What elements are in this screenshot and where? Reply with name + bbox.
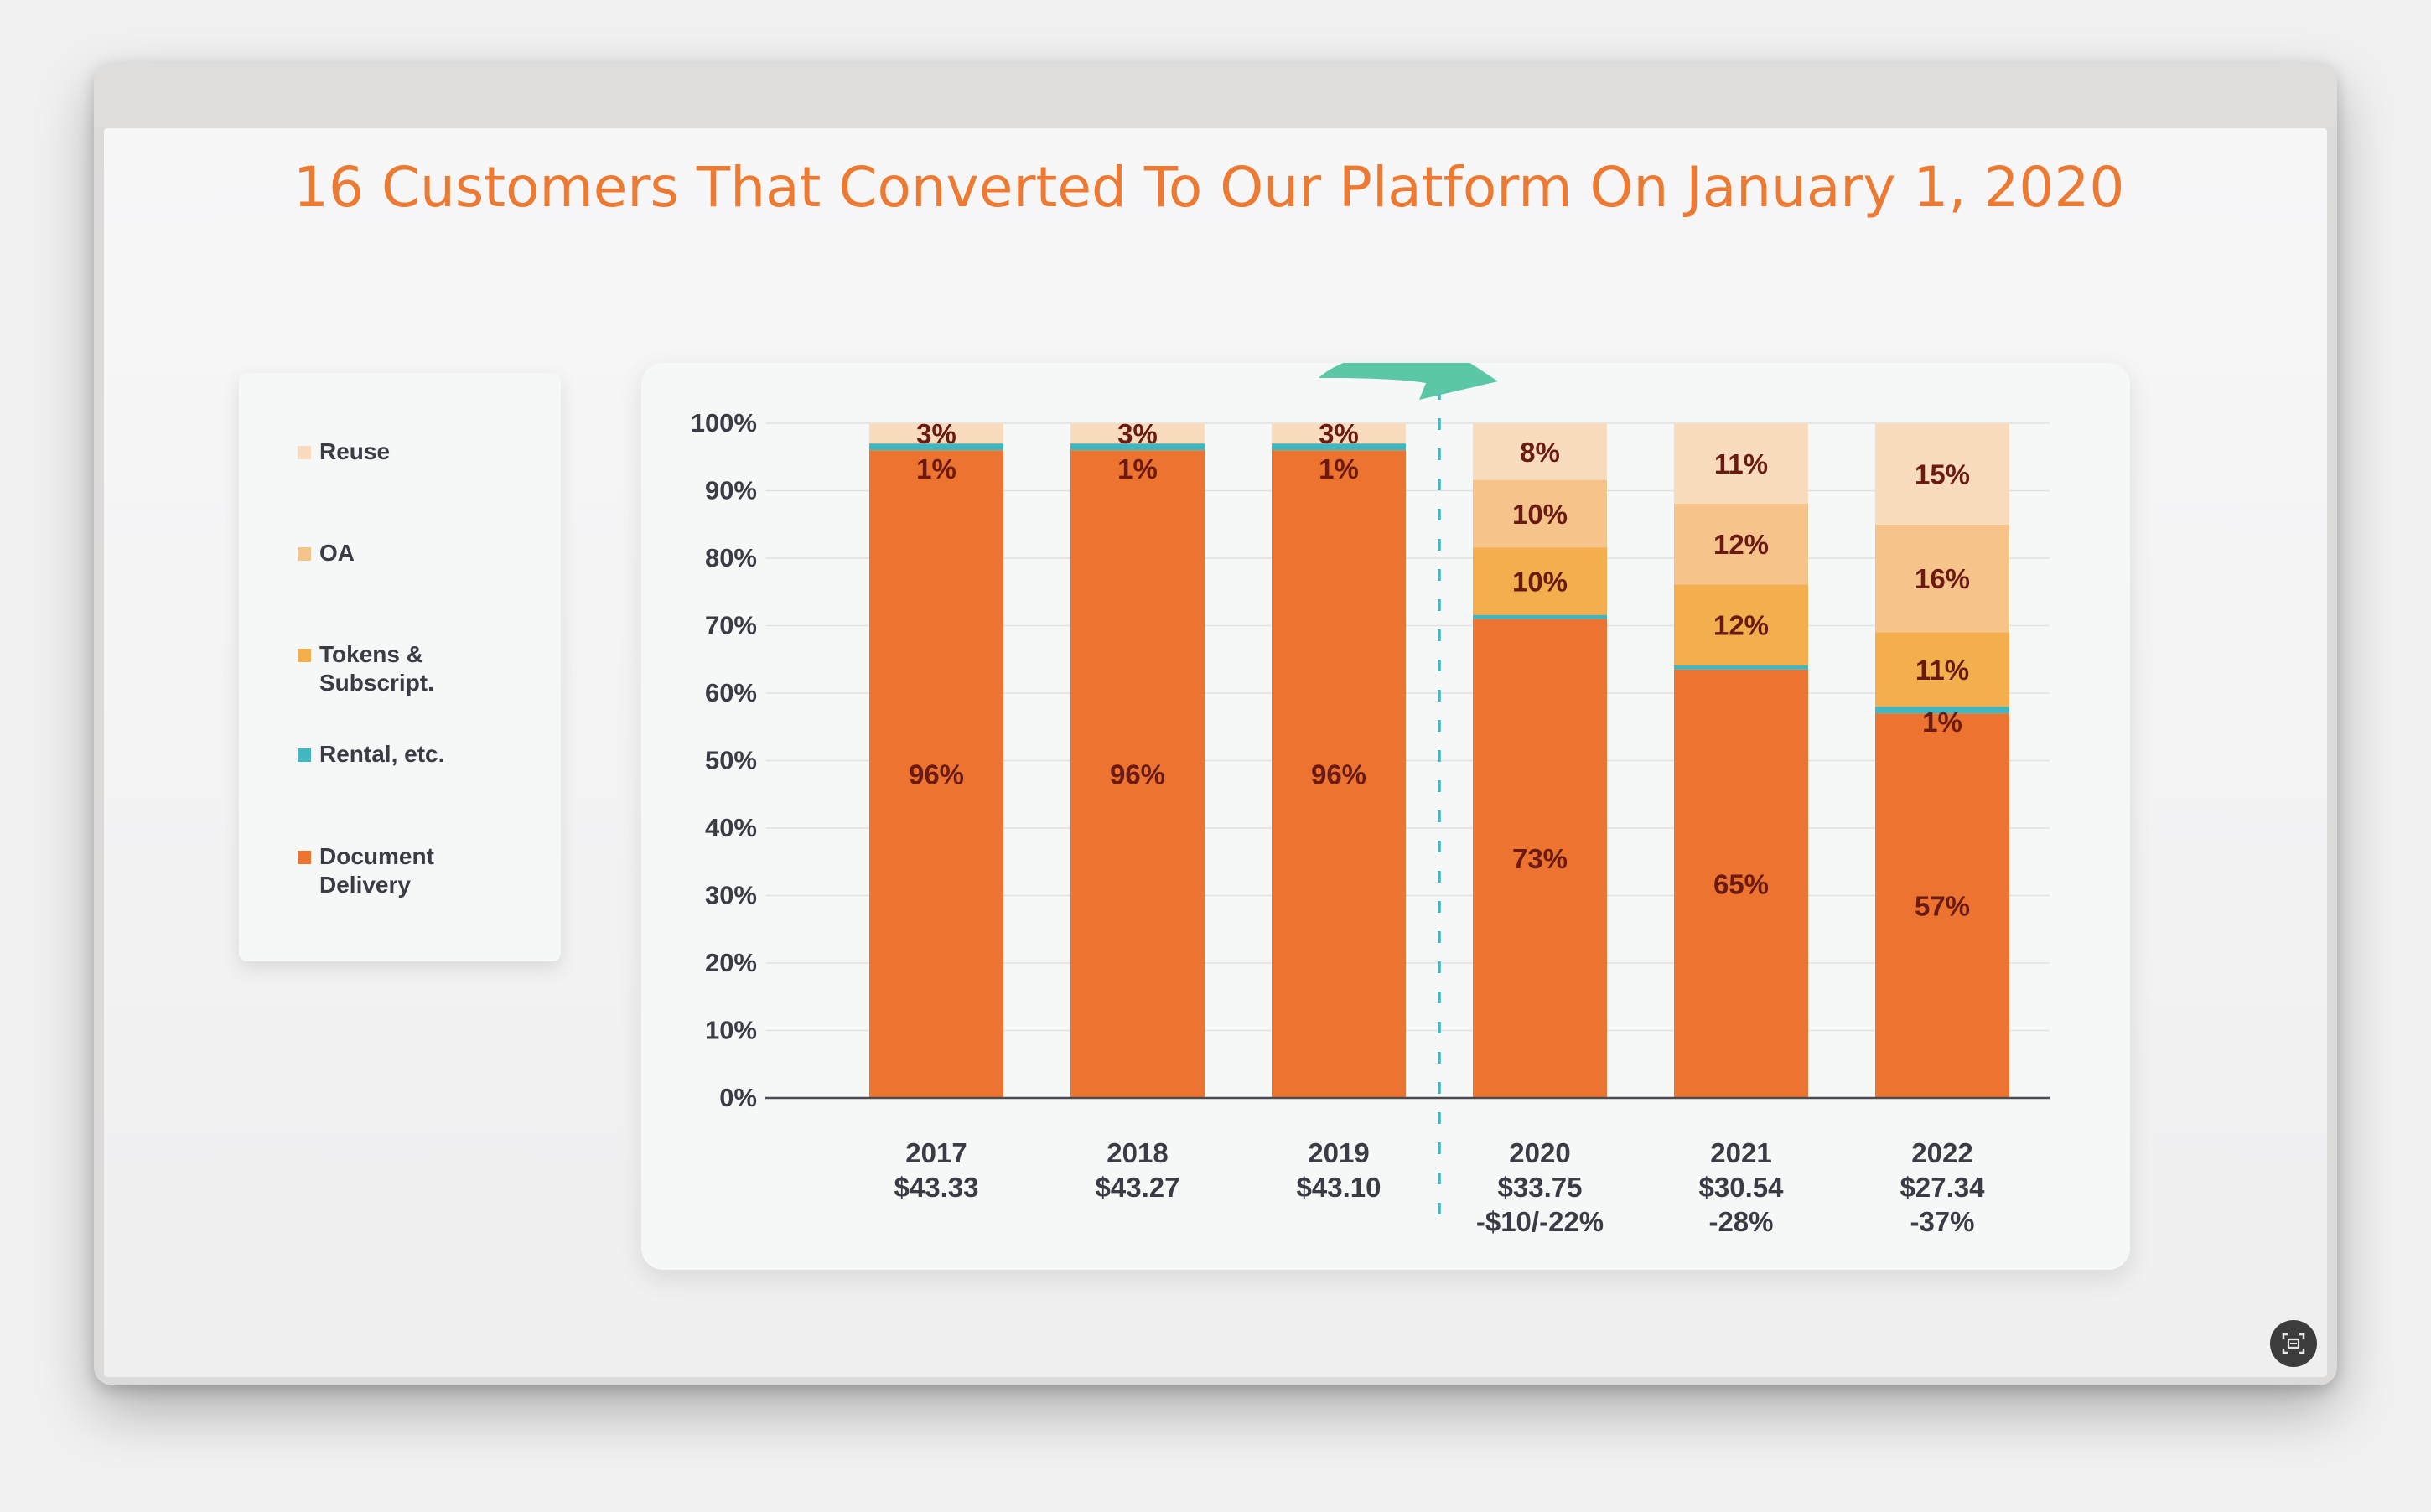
bar-segment (1070, 423, 1205, 444)
bar-segment (1272, 423, 1406, 444)
legend-label: Document Delivery (319, 843, 434, 898)
data-label: 12% (1713, 529, 1769, 560)
x-tick-label: 2022 (1911, 1137, 1972, 1168)
x-tick-label: $33.75 (1498, 1172, 1583, 1203)
legend-label: OA (319, 540, 355, 566)
y-tick-label: 50% (705, 746, 757, 775)
x-tick-label: 2017 (905, 1137, 967, 1168)
conversion-arrow-icon (1319, 363, 1498, 400)
legend-label: Reuse (319, 438, 391, 464)
bar-segment (1473, 614, 1607, 619)
y-tick-label: 20% (705, 948, 757, 977)
bar-segment (1473, 479, 1607, 548)
legend-swatch-tokens (298, 649, 311, 662)
bar-segment (1070, 443, 1205, 451)
bar-segment (1473, 547, 1607, 615)
bar-segment (869, 423, 1003, 444)
y-tick-label: 70% (705, 611, 757, 640)
x-tick-label: 2021 (1710, 1137, 1771, 1168)
legend-item-reuse: Reuse (298, 438, 470, 466)
bar-segment (1875, 632, 2009, 707)
data-label: 11% (1714, 448, 1768, 479)
legend-item-tokens: Tokens & Subscript. (298, 640, 470, 697)
data-label: 96% (909, 759, 964, 790)
y-tick-label: 60% (705, 678, 757, 707)
bar-segment (1473, 619, 1607, 1098)
legend-item-rental: Rental, etc. (298, 740, 470, 769)
x-tick-label: $30.54 (1699, 1172, 1785, 1203)
x-tick-label: $43.27 (1096, 1172, 1180, 1203)
x-tick-label: -28% (1708, 1206, 1773, 1237)
bar-segment (1473, 423, 1607, 480)
data-label: 1% (1117, 453, 1158, 484)
data-label: 11% (1915, 655, 1969, 686)
x-tick-label: $27.34 (1900, 1172, 1986, 1203)
bar-segment (1674, 503, 1808, 585)
bar-segment (869, 443, 1003, 451)
bar-segment (1674, 423, 1808, 504)
data-label: 15% (1915, 458, 1970, 489)
window-titlebar (94, 63, 2337, 128)
y-tick-label: 100% (691, 408, 757, 438)
slide-title: 16 Customers That Converted To Our Platf… (293, 155, 2125, 220)
x-tick-label: -37% (1910, 1206, 1974, 1237)
legend-swatch-rental (298, 748, 311, 762)
legend-swatch-oa (298, 547, 311, 561)
bar-segment (1875, 423, 2009, 525)
data-label: 12% (1713, 610, 1769, 641)
data-label: 3% (1319, 418, 1359, 449)
y-tick-label: 40% (705, 813, 757, 842)
chart-card: 0% 10% 20% 30% 40% 50% 60% 70% 80% 90% 100% 96% 1% 3%… (641, 363, 2130, 1270)
bar-segment (1070, 450, 1205, 1098)
data-label: 8% (1520, 437, 1560, 468)
bar-segment (1674, 669, 1808, 1098)
data-label: 57% (1915, 891, 1970, 922)
legend-label: Tokens & Subscript. (319, 641, 434, 696)
legend-item-oa: OA (298, 539, 470, 567)
x-tick-label: $43.10 (1297, 1172, 1381, 1203)
y-tick-label: 30% (705, 881, 757, 910)
data-label: 1% (1922, 707, 1962, 738)
bar-segment (1674, 665, 1808, 670)
data-label: 73% (1512, 843, 1568, 874)
bar-segment (1272, 450, 1406, 1098)
bar-segment (1875, 713, 2009, 1098)
data-label: 3% (1117, 418, 1158, 449)
screenshot-icon[interactable] (2270, 1320, 2317, 1367)
bar-segment (1875, 707, 2009, 714)
data-label: 65% (1713, 868, 1769, 899)
y-tick-label: 80% (705, 543, 757, 572)
data-label: 1% (916, 453, 956, 484)
bar-segment (869, 450, 1003, 1098)
x-tick-label: 2020 (1509, 1137, 1570, 1168)
stacked-bar-chart: 0% 10% 20% 30% 40% 50% 60% 70% 80% 90% 100% 96% 1% 3%… (691, 363, 2050, 1237)
data-label: 96% (1311, 759, 1366, 790)
bar-segment (1674, 584, 1808, 665)
x-tick-label: 2019 (1308, 1137, 1369, 1168)
legend-label: Rental, etc. (319, 741, 445, 767)
legend-swatch-reuse (298, 446, 311, 459)
data-label: 10% (1512, 566, 1568, 597)
x-tick-label: 2018 (1107, 1137, 1168, 1168)
x-tick-label: $43.33 (894, 1172, 979, 1203)
y-tick-label: 10% (705, 1016, 757, 1045)
screenshot-icon-glyph (2282, 1333, 2305, 1354)
data-label: 16% (1915, 563, 1970, 594)
data-label: 10% (1512, 499, 1568, 530)
data-label: 96% (1110, 759, 1165, 790)
y-tick-label: 90% (705, 476, 757, 505)
legend-item-document-delivery: Document Delivery (298, 842, 470, 899)
bar-segment (1272, 443, 1406, 451)
bar-segment (1875, 524, 2009, 633)
chart-legend: Reuse OA Tokens & Subscript. Rental, etc… (239, 373, 561, 961)
x-tick-label: -$10/-22% (1476, 1206, 1604, 1237)
data-label: 1% (1319, 453, 1359, 484)
legend-swatch-document-delivery (298, 851, 311, 864)
y-tick-label: 0% (719, 1083, 757, 1112)
data-label: 3% (916, 418, 956, 449)
